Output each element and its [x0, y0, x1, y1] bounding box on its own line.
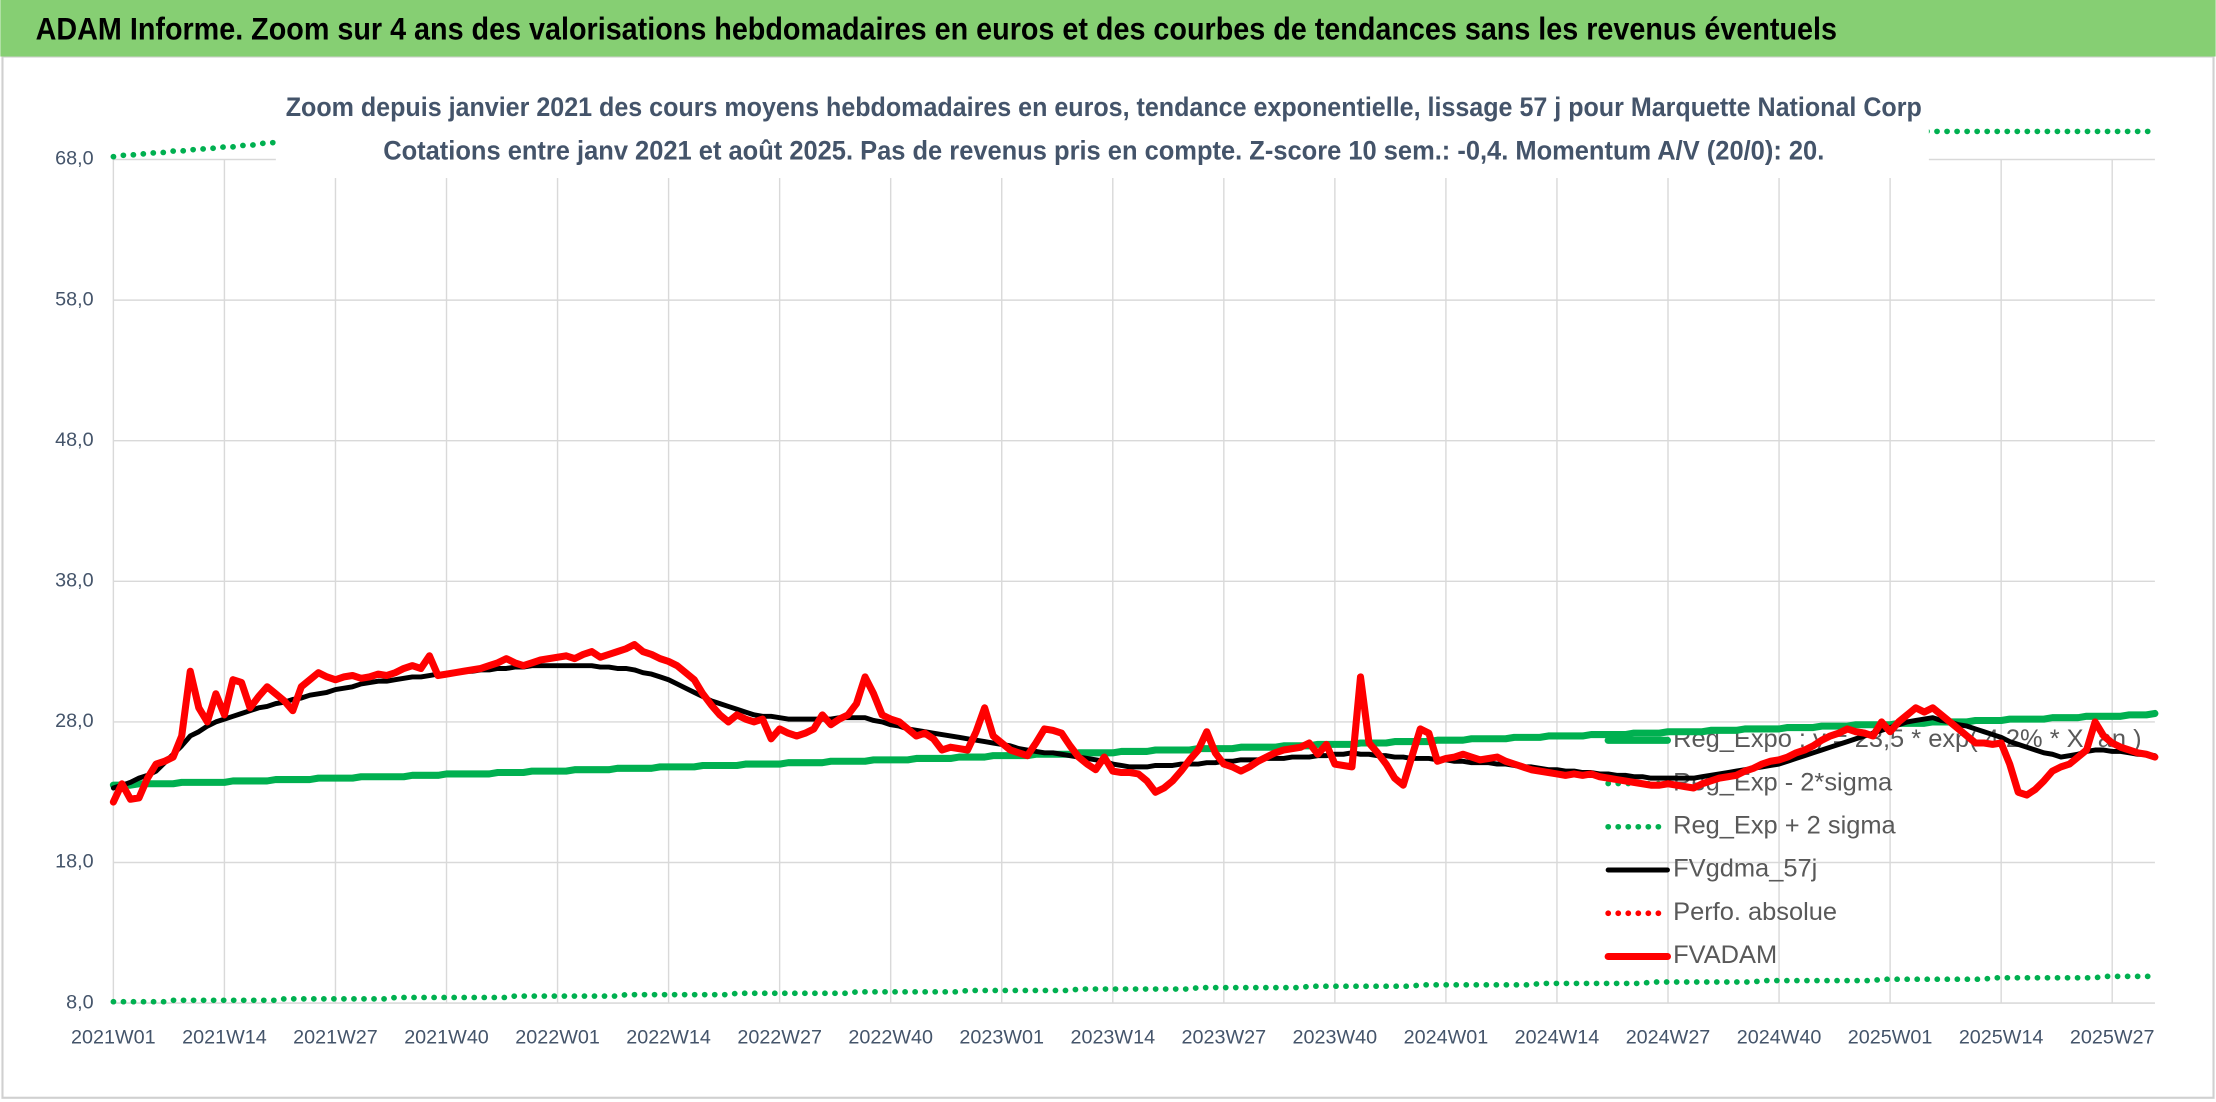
y-tick-label: 38,0 [55, 570, 93, 592]
x-tick-label: 2023W01 [959, 1027, 1044, 1049]
chart-title: ADAM Informe. Zoom sur 4 ans des valoris… [36, 11, 1837, 46]
x-tick-label: 2024W40 [1737, 1027, 1822, 1049]
y-tick-label: 58,0 [55, 288, 93, 310]
y-tick-label: 68,0 [55, 148, 93, 170]
x-tick-label: 2024W01 [1404, 1027, 1489, 1049]
x-tick-label: 2025W14 [1959, 1027, 2044, 1049]
legend-label: Perfo. absolue [1673, 898, 1837, 926]
grid: 8,0 18,0 28,0 38,0 48,0 58,0 68,0 2021W01 2021W1… [55, 148, 2155, 1049]
x-tick-label: 2021W01 [71, 1027, 156, 1049]
x-tick-label: 2023W14 [1070, 1027, 1155, 1049]
x-tick-label: 2023W27 [1182, 1027, 1267, 1049]
subtitle-line: Zoom depuis janvier 2021 des cours moyen… [286, 92, 1922, 122]
subtitle-line: Cotations entre janv 2021 et août 2025. … [383, 136, 1824, 166]
x-tick-label: 2022W40 [848, 1027, 933, 1049]
x-tick-label: 2023W40 [1293, 1027, 1378, 1049]
y-tick-label: 18,0 [55, 851, 93, 873]
y-tick-label: 48,0 [55, 429, 93, 451]
x-tick-label: 2025W27 [2070, 1027, 2155, 1049]
x-tick-label: 2022W01 [515, 1027, 600, 1049]
x-tick-label: 2024W14 [1515, 1027, 1600, 1049]
x-tick-label: 2022W14 [626, 1027, 711, 1049]
series-line [109, 709, 2159, 789]
x-tick-label: 2021W14 [182, 1027, 267, 1049]
x-tick-label: 2024W27 [1626, 1027, 1711, 1049]
title-bar [0, 0, 2216, 57]
legend-label: Reg_Exp + 2 sigma [1673, 812, 1896, 840]
series-line [109, 641, 2159, 806]
x-tick-label: 2022W27 [737, 1027, 822, 1049]
x-tick-label: 2021W40 [404, 1027, 489, 1049]
series-line [110, 973, 2158, 1005]
legend-label: FVgdma_57j [1673, 855, 1817, 883]
x-tick-label: 2021W27 [293, 1027, 378, 1049]
legend-label: FVADAM [1673, 941, 1777, 969]
x-tick-label: 2025W01 [1848, 1027, 1933, 1049]
y-tick-label: 8,0 [66, 991, 93, 1013]
legend: Reg_Expo : y = 23,5 * exp( 4,2% * X_an )… [1604, 725, 2142, 969]
y-tick-label: 28,0 [55, 710, 93, 732]
subtitle-box [275, 81, 1929, 179]
